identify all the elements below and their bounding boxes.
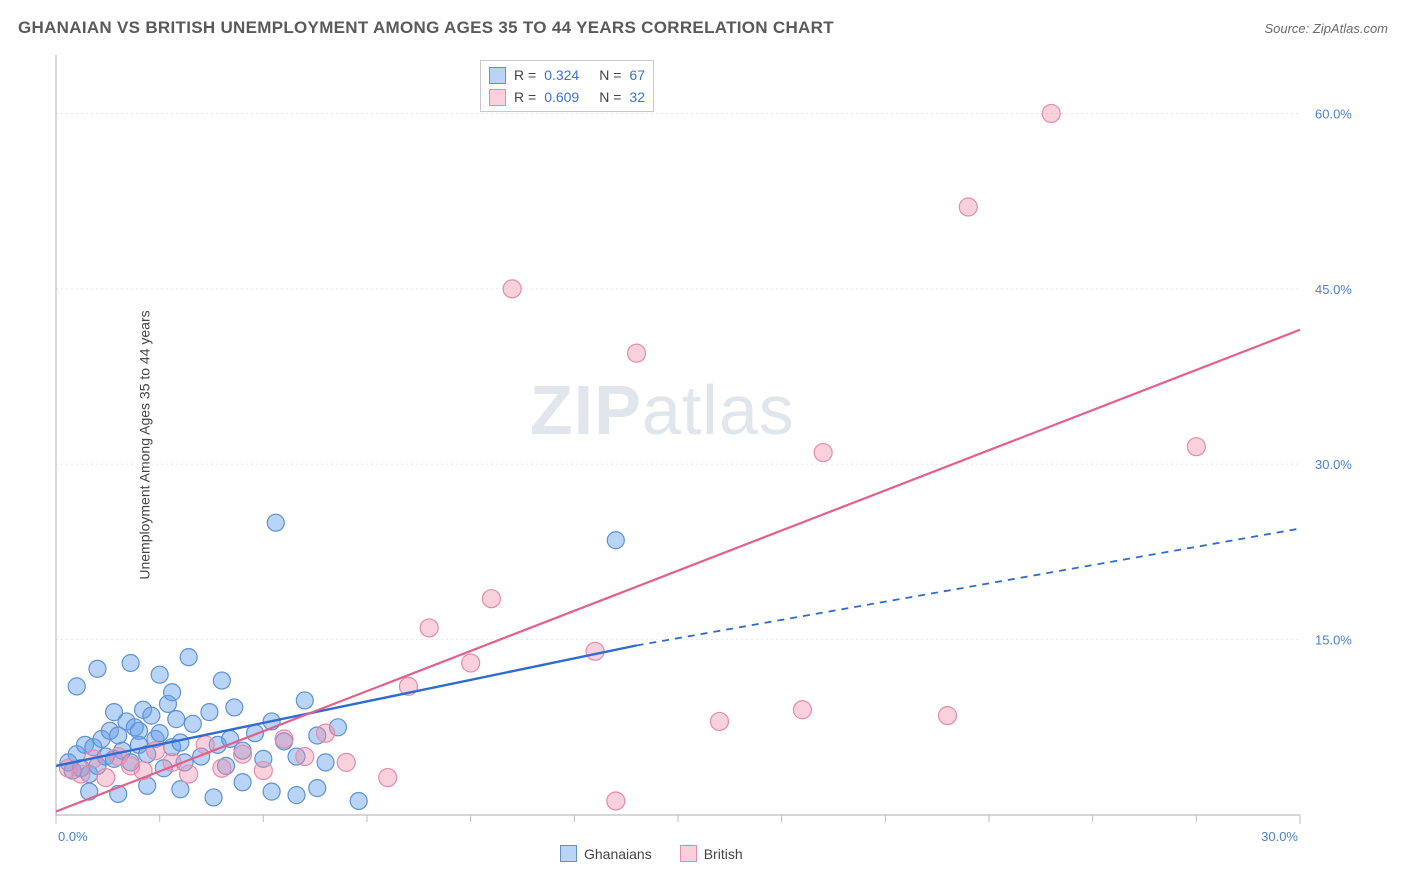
data-point xyxy=(180,649,197,666)
data-point xyxy=(164,684,181,701)
legend-swatch xyxy=(489,89,506,106)
x-tick-label: 30.0% xyxy=(1261,829,1298,844)
source-attribution: Source: ZipAtlas.com xyxy=(1264,21,1388,36)
legend-stats-row: R = 0.609 N = 32 xyxy=(489,86,645,108)
data-point xyxy=(607,792,625,810)
data-point xyxy=(263,783,280,800)
data-point xyxy=(586,642,604,660)
data-point xyxy=(814,444,832,462)
data-point xyxy=(130,722,147,739)
r-label: R = xyxy=(514,86,536,108)
plot-area: Unemployment Among Ages 35 to 44 years 1… xyxy=(50,55,1380,835)
data-point xyxy=(151,725,168,742)
data-point xyxy=(337,753,355,771)
r-label: R = xyxy=(514,64,536,86)
data-point xyxy=(213,672,230,689)
data-point xyxy=(628,344,646,362)
y-tick-label: 15.0% xyxy=(1315,633,1352,648)
n-label: N = xyxy=(599,86,621,108)
data-point xyxy=(72,765,90,783)
data-point xyxy=(234,774,251,791)
data-point xyxy=(317,724,335,742)
data-point xyxy=(939,707,957,725)
data-point xyxy=(462,654,480,672)
legend-series-label: British xyxy=(704,846,743,862)
legend-series-item: British xyxy=(680,845,743,862)
data-point xyxy=(234,745,252,763)
data-point xyxy=(296,748,314,766)
data-point xyxy=(710,712,728,730)
trend-line xyxy=(56,330,1300,812)
data-point xyxy=(201,704,218,721)
data-point xyxy=(503,280,521,298)
data-point xyxy=(1187,438,1205,456)
legend-stats-row: R = 0.324 N = 67 xyxy=(489,64,645,86)
legend-swatch xyxy=(560,845,577,862)
trend-line-extrapolated xyxy=(637,529,1300,646)
n-value: 67 xyxy=(629,64,645,86)
data-point xyxy=(68,678,85,695)
data-point xyxy=(317,754,334,771)
data-point xyxy=(226,699,243,716)
data-point xyxy=(184,715,201,732)
data-point xyxy=(1042,104,1060,122)
data-point xyxy=(151,666,168,683)
data-point xyxy=(275,730,293,748)
legend-series: Ghanaians British xyxy=(560,845,743,862)
r-value: 0.324 xyxy=(544,64,579,86)
data-point xyxy=(267,514,284,531)
data-point xyxy=(309,780,326,797)
data-point xyxy=(254,762,272,780)
legend-swatch xyxy=(489,67,506,84)
data-point xyxy=(959,198,977,216)
data-point xyxy=(296,692,313,709)
r-value: 0.609 xyxy=(544,86,579,108)
data-point xyxy=(379,769,397,787)
data-point xyxy=(420,619,438,637)
legend-swatch xyxy=(680,845,697,862)
header: GHANAIAN VS BRITISH UNEMPLOYMENT AMONG A… xyxy=(18,18,1388,38)
n-value: 32 xyxy=(629,86,645,108)
data-point xyxy=(482,590,500,608)
legend-series-label: Ghanaians xyxy=(584,846,652,862)
data-point xyxy=(143,707,160,724)
y-tick-label: 60.0% xyxy=(1315,106,1352,121)
y-tick-label: 45.0% xyxy=(1315,282,1352,297)
data-point xyxy=(106,704,123,721)
data-point xyxy=(122,655,139,672)
data-point xyxy=(180,765,198,783)
data-point xyxy=(205,789,222,806)
data-point xyxy=(213,759,231,777)
data-point xyxy=(89,660,106,677)
data-point xyxy=(97,769,115,787)
x-tick-label: 0.0% xyxy=(58,829,88,844)
data-point xyxy=(168,711,185,728)
data-point xyxy=(350,792,367,809)
data-point xyxy=(793,701,811,719)
legend-series-item: Ghanaians xyxy=(560,845,652,862)
chart-title: GHANAIAN VS BRITISH UNEMPLOYMENT AMONG A… xyxy=(18,18,834,38)
legend-stats: R = 0.324 N = 67 R = 0.609 N = 32 xyxy=(480,60,654,112)
scatter-plot-svg: 15.0% 30.0% 45.0% 60.0% 0.0% 30.0% xyxy=(50,55,1380,855)
y-tick-label: 30.0% xyxy=(1315,457,1352,472)
data-point xyxy=(288,787,305,804)
data-point xyxy=(607,532,624,549)
n-label: N = xyxy=(599,64,621,86)
